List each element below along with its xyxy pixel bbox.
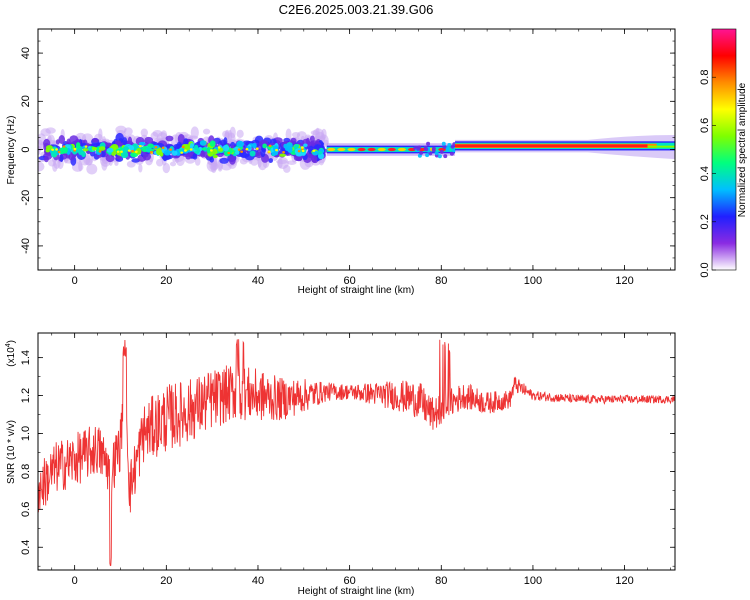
- spectrogram-panel: 0 20 40 60 80 100 120 -40 -20 0 20 40 Height of str…: [6, 28, 676, 296]
- snr-content: [38, 339, 675, 567]
- spectrogram-ylabel: Frequency (Hz): [6, 116, 17, 185]
- colorbar-tick-label: 0.8: [699, 70, 711, 85]
- snr-series-line: [38, 339, 675, 567]
- snr-ytick-label: 1.4: [20, 350, 32, 365]
- snr-xtick-label: 100: [524, 575, 542, 587]
- spectrogram-xtick-label: 0: [72, 275, 78, 287]
- colorbar-label: Normalized spectral amplitude: [737, 82, 748, 217]
- spectrogram-xlabel: Height of straight line (km): [298, 285, 415, 296]
- snr-xtick-label: 60: [344, 575, 356, 587]
- spectrogram-energy: [38, 125, 675, 175]
- spectrogram-xtick-label: 120: [615, 275, 633, 287]
- snr-ytick-label: 1.2: [20, 388, 32, 403]
- snr-frame: [37, 332, 676, 571]
- spectrogram-ytick-label: 0: [20, 146, 32, 152]
- spectrogram-axes: 0 20 40 60 80 100 120 -40 -20 0 20 40: [20, 28, 675, 287]
- snr-ytick-label: 1.0: [20, 426, 32, 441]
- colorbar-axes: 0.0 0.2 0.4 0.6 0.8: [699, 28, 737, 278]
- snr-ytick-label: 0.4: [20, 540, 32, 555]
- colorbar-tick-label: 0.6: [699, 118, 711, 133]
- snr-xtick-label: 0: [72, 575, 78, 587]
- colorbar-tick-label: 0.4: [699, 166, 711, 181]
- spectrogram-xtick-label: 40: [252, 275, 264, 287]
- figure-title: C2E6.2025.003.21.39.G06: [279, 2, 434, 17]
- colorbar-tick-label: 0.0: [699, 262, 711, 277]
- snr-xlabel: Height of straight line (km): [298, 586, 415, 597]
- colorbar-gradient: [712, 29, 736, 270]
- snr-ylabel: SNR (10 * v/v): [6, 420, 17, 484]
- snr-xtick-label: 120: [615, 575, 633, 587]
- spectrogram-ytick-label: 20: [20, 95, 32, 107]
- snr-panel: 0 20 40 60 80 100 120 0.4 0.6 0.8 1.0 1.2 1.4 Height…: [5, 332, 676, 597]
- spectrogram-ytick-label: -40: [20, 238, 32, 254]
- snr-xtick-label: 40: [252, 575, 264, 587]
- colorbar: 0.0 0.2 0.4 0.6 0.8 Normalized spectral ampl…: [699, 28, 748, 278]
- spectrogram-ytick-label: 40: [20, 47, 32, 59]
- spectrogram-xtick-label: 20: [160, 275, 172, 287]
- snr-multiplier: (x104): [5, 340, 17, 367]
- snr-ytick-label: 0.6: [20, 502, 32, 517]
- snr-xtick-label: 80: [435, 575, 447, 587]
- snr-xtick-label: 20: [160, 575, 172, 587]
- colorbar-tick-label: 0.2: [699, 214, 711, 229]
- spectrogram-xtick-label: 80: [435, 275, 447, 287]
- spectrogram-ytick-label: -20: [20, 190, 32, 206]
- spectrogram-xtick-label: 100: [524, 275, 542, 287]
- colorbar-frame: [711, 28, 737, 271]
- spectrogram-content: [38, 125, 675, 175]
- spectrogram-xtick-label: 60: [344, 275, 356, 287]
- snr-plot-area: [38, 333, 675, 570]
- snr-axes: 0 20 40 60 80 100 120 0.4 0.6 0.8 1.0 1.2 1.4: [20, 333, 675, 587]
- snr-ytick-label: 0.8: [20, 464, 32, 479]
